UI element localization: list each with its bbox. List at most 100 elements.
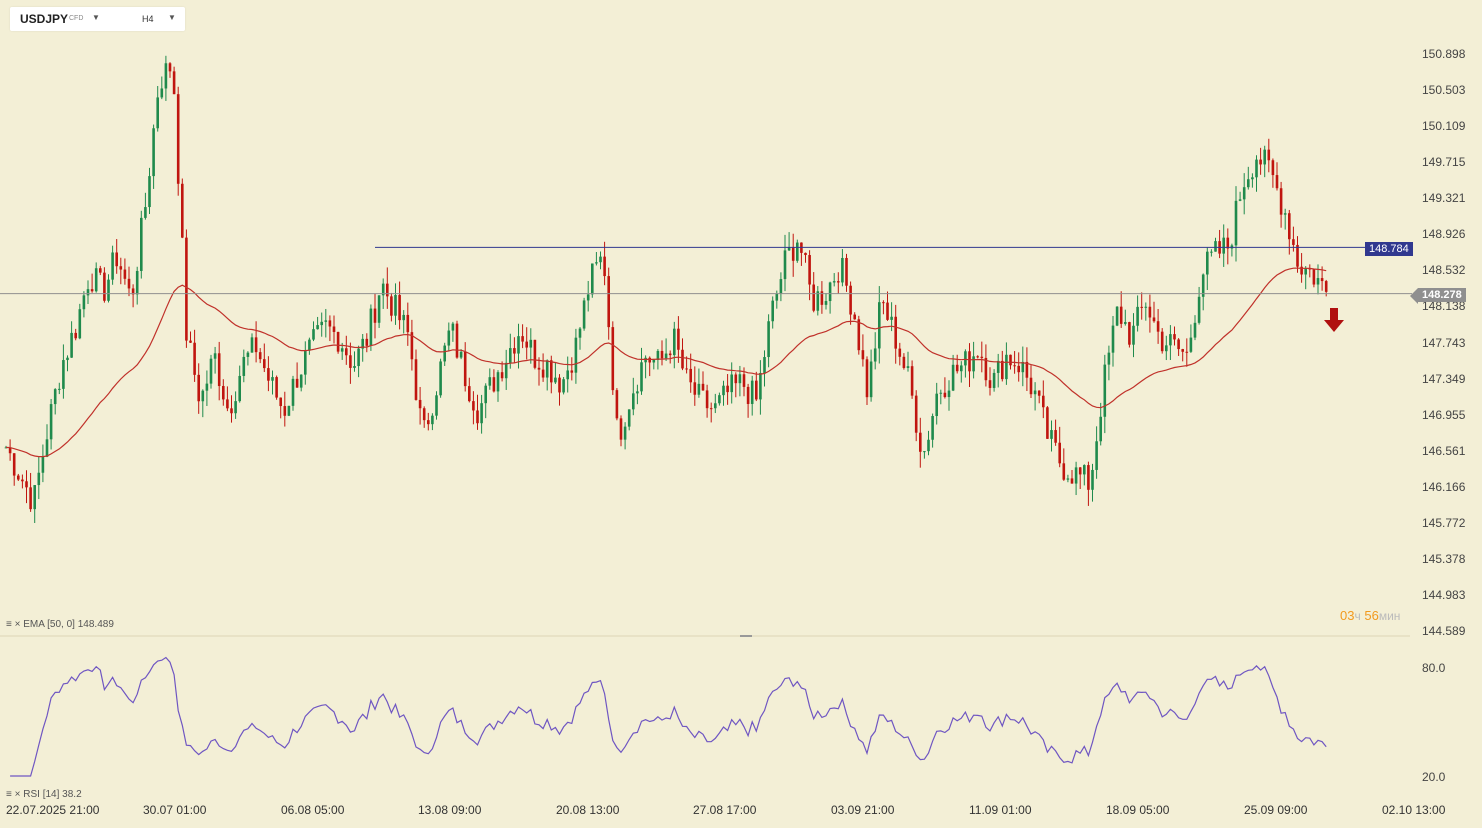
timeframe-label[interactable]: H4 [142, 14, 154, 24]
candle-body [652, 359, 656, 363]
candle-timer: 03ч 56мин [1340, 608, 1400, 623]
candle-body [287, 405, 291, 416]
price-tick-label: 145.378 [1422, 551, 1466, 566]
candle-body [640, 362, 643, 392]
candle-body [1021, 361, 1025, 373]
candle-body [894, 316, 897, 349]
close-icon[interactable]: × [14, 789, 21, 800]
candle-body [459, 351, 463, 358]
candle-body [591, 263, 594, 295]
candle-body [509, 348, 512, 363]
candle-body [99, 268, 102, 273]
candle-body [386, 283, 389, 297]
candle-body [554, 377, 557, 383]
horizontal-line-price-tag[interactable]: 148.784 [1365, 242, 1413, 256]
candle-body [443, 345, 446, 362]
candle-body [144, 207, 147, 218]
candle-body [484, 385, 487, 404]
candle-body [841, 257, 844, 283]
candle-body [783, 250, 787, 280]
candle-body [1128, 322, 1131, 345]
candle-body [1177, 339, 1180, 350]
candle-body [1267, 149, 1271, 161]
candle-body [705, 390, 709, 409]
timer-minutes: 56 [1364, 608, 1379, 623]
bars-icon[interactable]: ≡ [6, 619, 12, 630]
candle-body [517, 336, 520, 354]
candle-body [1324, 281, 1328, 292]
chevron-down-icon[interactable]: ▼ [168, 13, 176, 22]
candle-body [394, 294, 397, 316]
candle-body [58, 388, 61, 390]
candle-body [1136, 306, 1139, 326]
current-price-tag[interactable]: 148.278 [1418, 288, 1466, 302]
candle-body [1242, 187, 1246, 200]
timer-minutes-unit: мин [1378, 609, 1401, 623]
candle-body [1017, 365, 1020, 373]
close-icon[interactable]: × [14, 619, 21, 630]
candle-body [29, 487, 32, 510]
candle-body [980, 356, 984, 358]
candle-body [254, 337, 258, 353]
candle-body [1255, 159, 1258, 178]
chevron-down-icon[interactable]: ▼ [92, 13, 100, 22]
price-tick-label: 148.532 [1422, 263, 1466, 278]
price-tick-label: 146.561 [1422, 443, 1466, 458]
candle-body [660, 350, 664, 359]
candle-body [414, 359, 418, 400]
candle-body [849, 285, 852, 315]
candle-body [131, 288, 135, 295]
candle-body [291, 378, 295, 406]
candle-body [763, 357, 766, 373]
candle-body [1283, 213, 1287, 215]
candle-body [340, 348, 344, 352]
candle-body [488, 377, 492, 386]
candle-body [275, 377, 278, 398]
candle-body [627, 409, 631, 427]
candle-body [923, 451, 926, 453]
candle-body [1107, 352, 1111, 365]
ema-line [5, 267, 1327, 458]
candle-body [693, 382, 697, 395]
candle-body [738, 374, 742, 384]
candle-body [205, 383, 209, 391]
candle-body [357, 348, 360, 367]
candle-body [1058, 442, 1061, 464]
candle-body [697, 383, 701, 395]
candle-body [1115, 306, 1119, 326]
candle-body [1165, 345, 1168, 352]
candle-body [1046, 407, 1049, 439]
candle-body [730, 374, 733, 393]
rsi-legend[interactable]: ≡ × RSI [14] 38.2 [6, 789, 82, 800]
candle-body [1001, 360, 1004, 380]
candle-body [562, 379, 565, 393]
candle-body [623, 426, 627, 440]
instrument-toolbar[interactable]: USDJPY CFD ▼ H4 ▼ [10, 7, 185, 31]
candle-body [427, 420, 430, 425]
candle-body [533, 339, 537, 368]
candle-body [718, 395, 721, 404]
bars-icon[interactable]: ≡ [6, 789, 12, 800]
candle-body [267, 368, 270, 381]
candle-body [1304, 268, 1307, 275]
candle-body [107, 279, 110, 301]
candle-body [746, 386, 750, 404]
candle-body [123, 269, 127, 279]
candle-body [586, 294, 590, 301]
symbol-label[interactable]: USDJPY [20, 12, 69, 26]
candle-body [632, 393, 635, 410]
candle-body [964, 351, 967, 366]
candle-body [271, 377, 274, 381]
candle-body [1292, 239, 1295, 245]
candle-body [890, 316, 893, 320]
candle-body [599, 256, 602, 263]
candle-body [62, 360, 65, 389]
candle-body [804, 252, 807, 256]
candle-body [181, 183, 184, 238]
ema-legend[interactable]: ≡ × EMA [50, 0] 148.489 [6, 619, 114, 630]
candle-body [1181, 349, 1184, 352]
candle-body [734, 374, 738, 384]
candle-body [295, 378, 299, 388]
